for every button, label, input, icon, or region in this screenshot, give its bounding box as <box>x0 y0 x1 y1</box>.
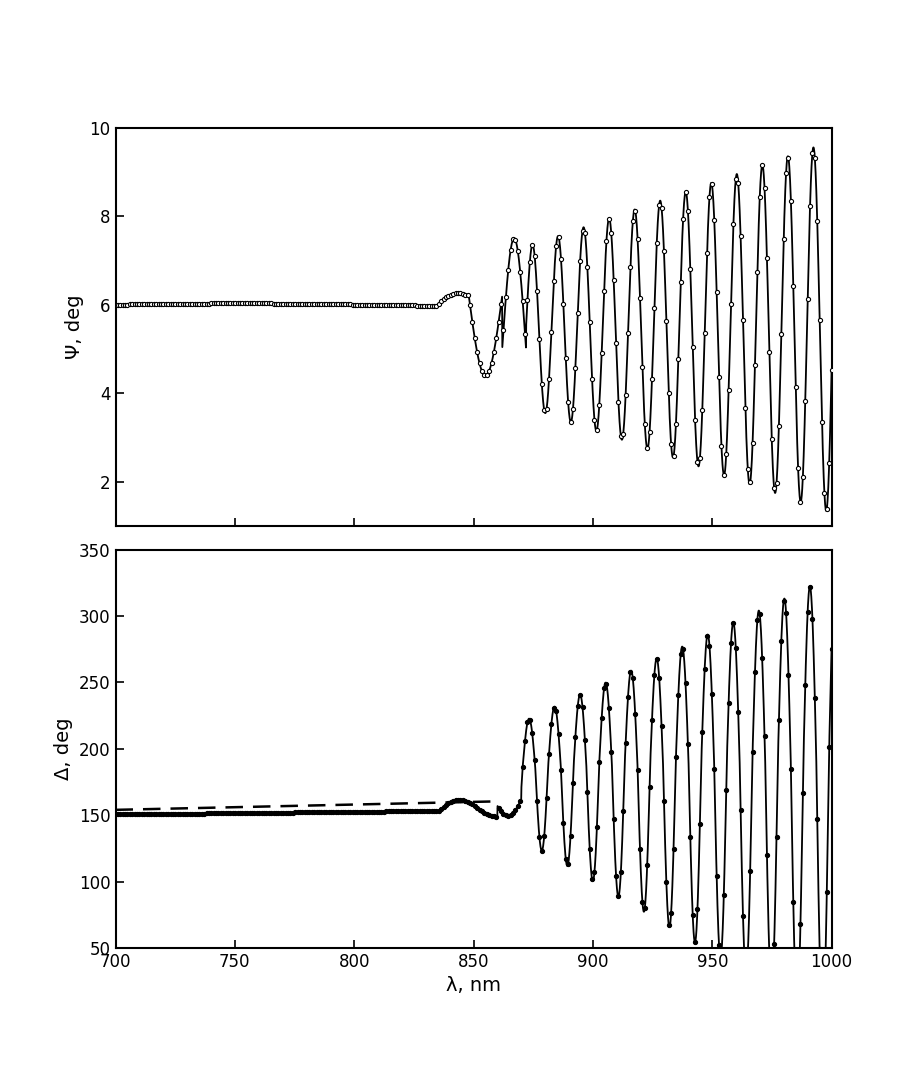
Y-axis label: Δ, deg: Δ, deg <box>55 718 74 780</box>
X-axis label: λ, nm: λ, nm <box>446 977 501 996</box>
Y-axis label: Ψ, deg: Ψ, deg <box>65 295 84 359</box>
